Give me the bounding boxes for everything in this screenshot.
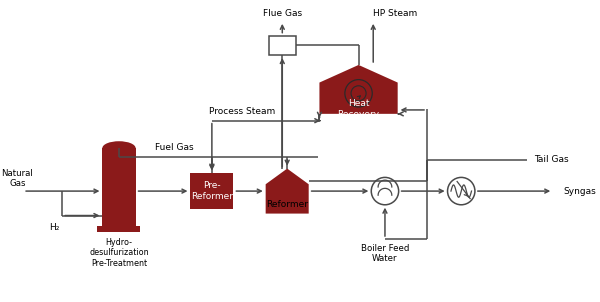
Text: Natural
Gas: Natural Gas	[1, 169, 33, 188]
Text: Tail Gas: Tail Gas	[535, 155, 569, 164]
Bar	[269, 36, 296, 55]
Circle shape	[448, 177, 475, 205]
Text: H₂: H₂	[49, 223, 59, 232]
Polygon shape	[319, 65, 398, 114]
Text: HP Steam: HP Steam	[373, 9, 418, 18]
Polygon shape	[266, 169, 308, 214]
Bar	[190, 173, 233, 209]
Circle shape	[345, 80, 372, 107]
Text: Pre-
Reformer: Pre- Reformer	[191, 182, 233, 201]
Circle shape	[371, 177, 398, 205]
Text: Heat
Recovery: Heat Recovery	[337, 99, 380, 119]
Text: Flue Gas: Flue Gas	[263, 9, 302, 18]
Ellipse shape	[103, 141, 136, 155]
Text: Fuel Gas: Fuel Gas	[155, 143, 194, 152]
Text: Reformer: Reformer	[266, 200, 308, 209]
Text: Process Steam: Process Steam	[209, 107, 275, 116]
Text: Syngas: Syngas	[563, 187, 596, 196]
Text: Boiler Feed
Water: Boiler Feed Water	[361, 244, 409, 263]
Text: Hydro-
desulfurization
Pre-Treatment: Hydro- desulfurization Pre-Treatment	[89, 238, 149, 268]
Bar	[97, 226, 140, 232]
Bar	[103, 148, 136, 226]
